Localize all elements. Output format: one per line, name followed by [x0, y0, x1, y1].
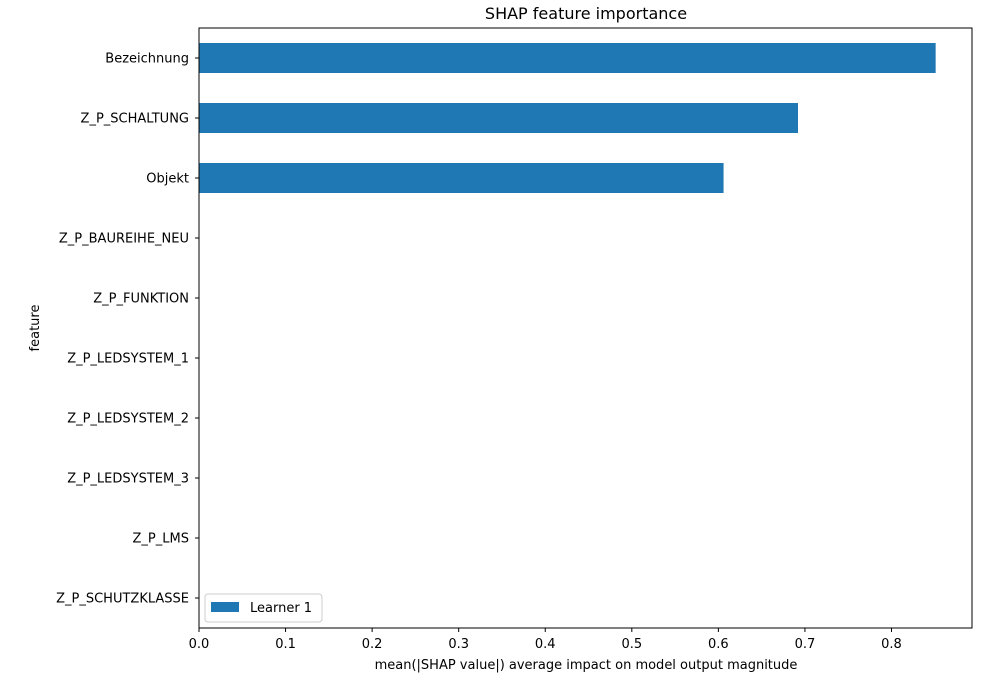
- bars-layer: [199, 43, 936, 193]
- bar: [199, 163, 724, 193]
- x-tick-label: 0.0: [189, 637, 210, 652]
- y-tick-label: Z_P_LEDSYSTEM_1: [67, 352, 189, 367]
- y-tick-label: Z_P_BAUREIHE_NEU: [59, 232, 189, 247]
- y-tick-label: Z_P_LMS: [133, 532, 189, 547]
- legend-label: Learner 1: [250, 601, 312, 616]
- legend: Learner 1: [204, 593, 323, 623]
- x-tick-label: 0.7: [795, 637, 816, 652]
- y-tick-label: Z_P_SCHUTZKLASSE: [56, 592, 189, 607]
- legend-swatch: [211, 602, 239, 612]
- x-tick-label: 0.1: [275, 637, 296, 652]
- x-axis-label: mean(|SHAP value|) average impact on mod…: [375, 658, 798, 673]
- y-tick-label: Z_P_SCHALTUNG: [81, 112, 189, 127]
- x-tick-label: 0.8: [881, 637, 902, 652]
- x-tick-label: 0.5: [621, 637, 642, 652]
- y-tick-label: Objekt: [146, 172, 189, 187]
- x-axis-ticks: 0.0 0.1 0.2 0.3 0.4 0.5 0.6 0.7 0.8: [189, 628, 902, 652]
- x-tick-label: 0.6: [708, 637, 729, 652]
- plot-frame: [198, 27, 973, 629]
- y-tick-label: Bezeichnung: [105, 52, 189, 67]
- legend-box: [204, 593, 323, 623]
- y-tick-label: Z_P_FUNKTION: [93, 292, 189, 307]
- y-tick-label: Z_P_LEDSYSTEM_2: [67, 412, 189, 427]
- x-tick-label: 0.4: [535, 637, 556, 652]
- x-tick-label: 0.3: [448, 637, 469, 652]
- y-axis-label: feature: [28, 305, 43, 352]
- chart-title: SHAP feature importance: [485, 4, 687, 23]
- y-tick-label: Z_P_LEDSYSTEM_3: [67, 472, 189, 487]
- y-axis-ticks: Bezeichnung Z_P_SCHALTUNG Objekt Z_P_BAUREI…: [56, 52, 199, 607]
- bar: [199, 103, 799, 133]
- bar: [199, 43, 936, 73]
- x-tick-label: 0.2: [362, 637, 383, 652]
